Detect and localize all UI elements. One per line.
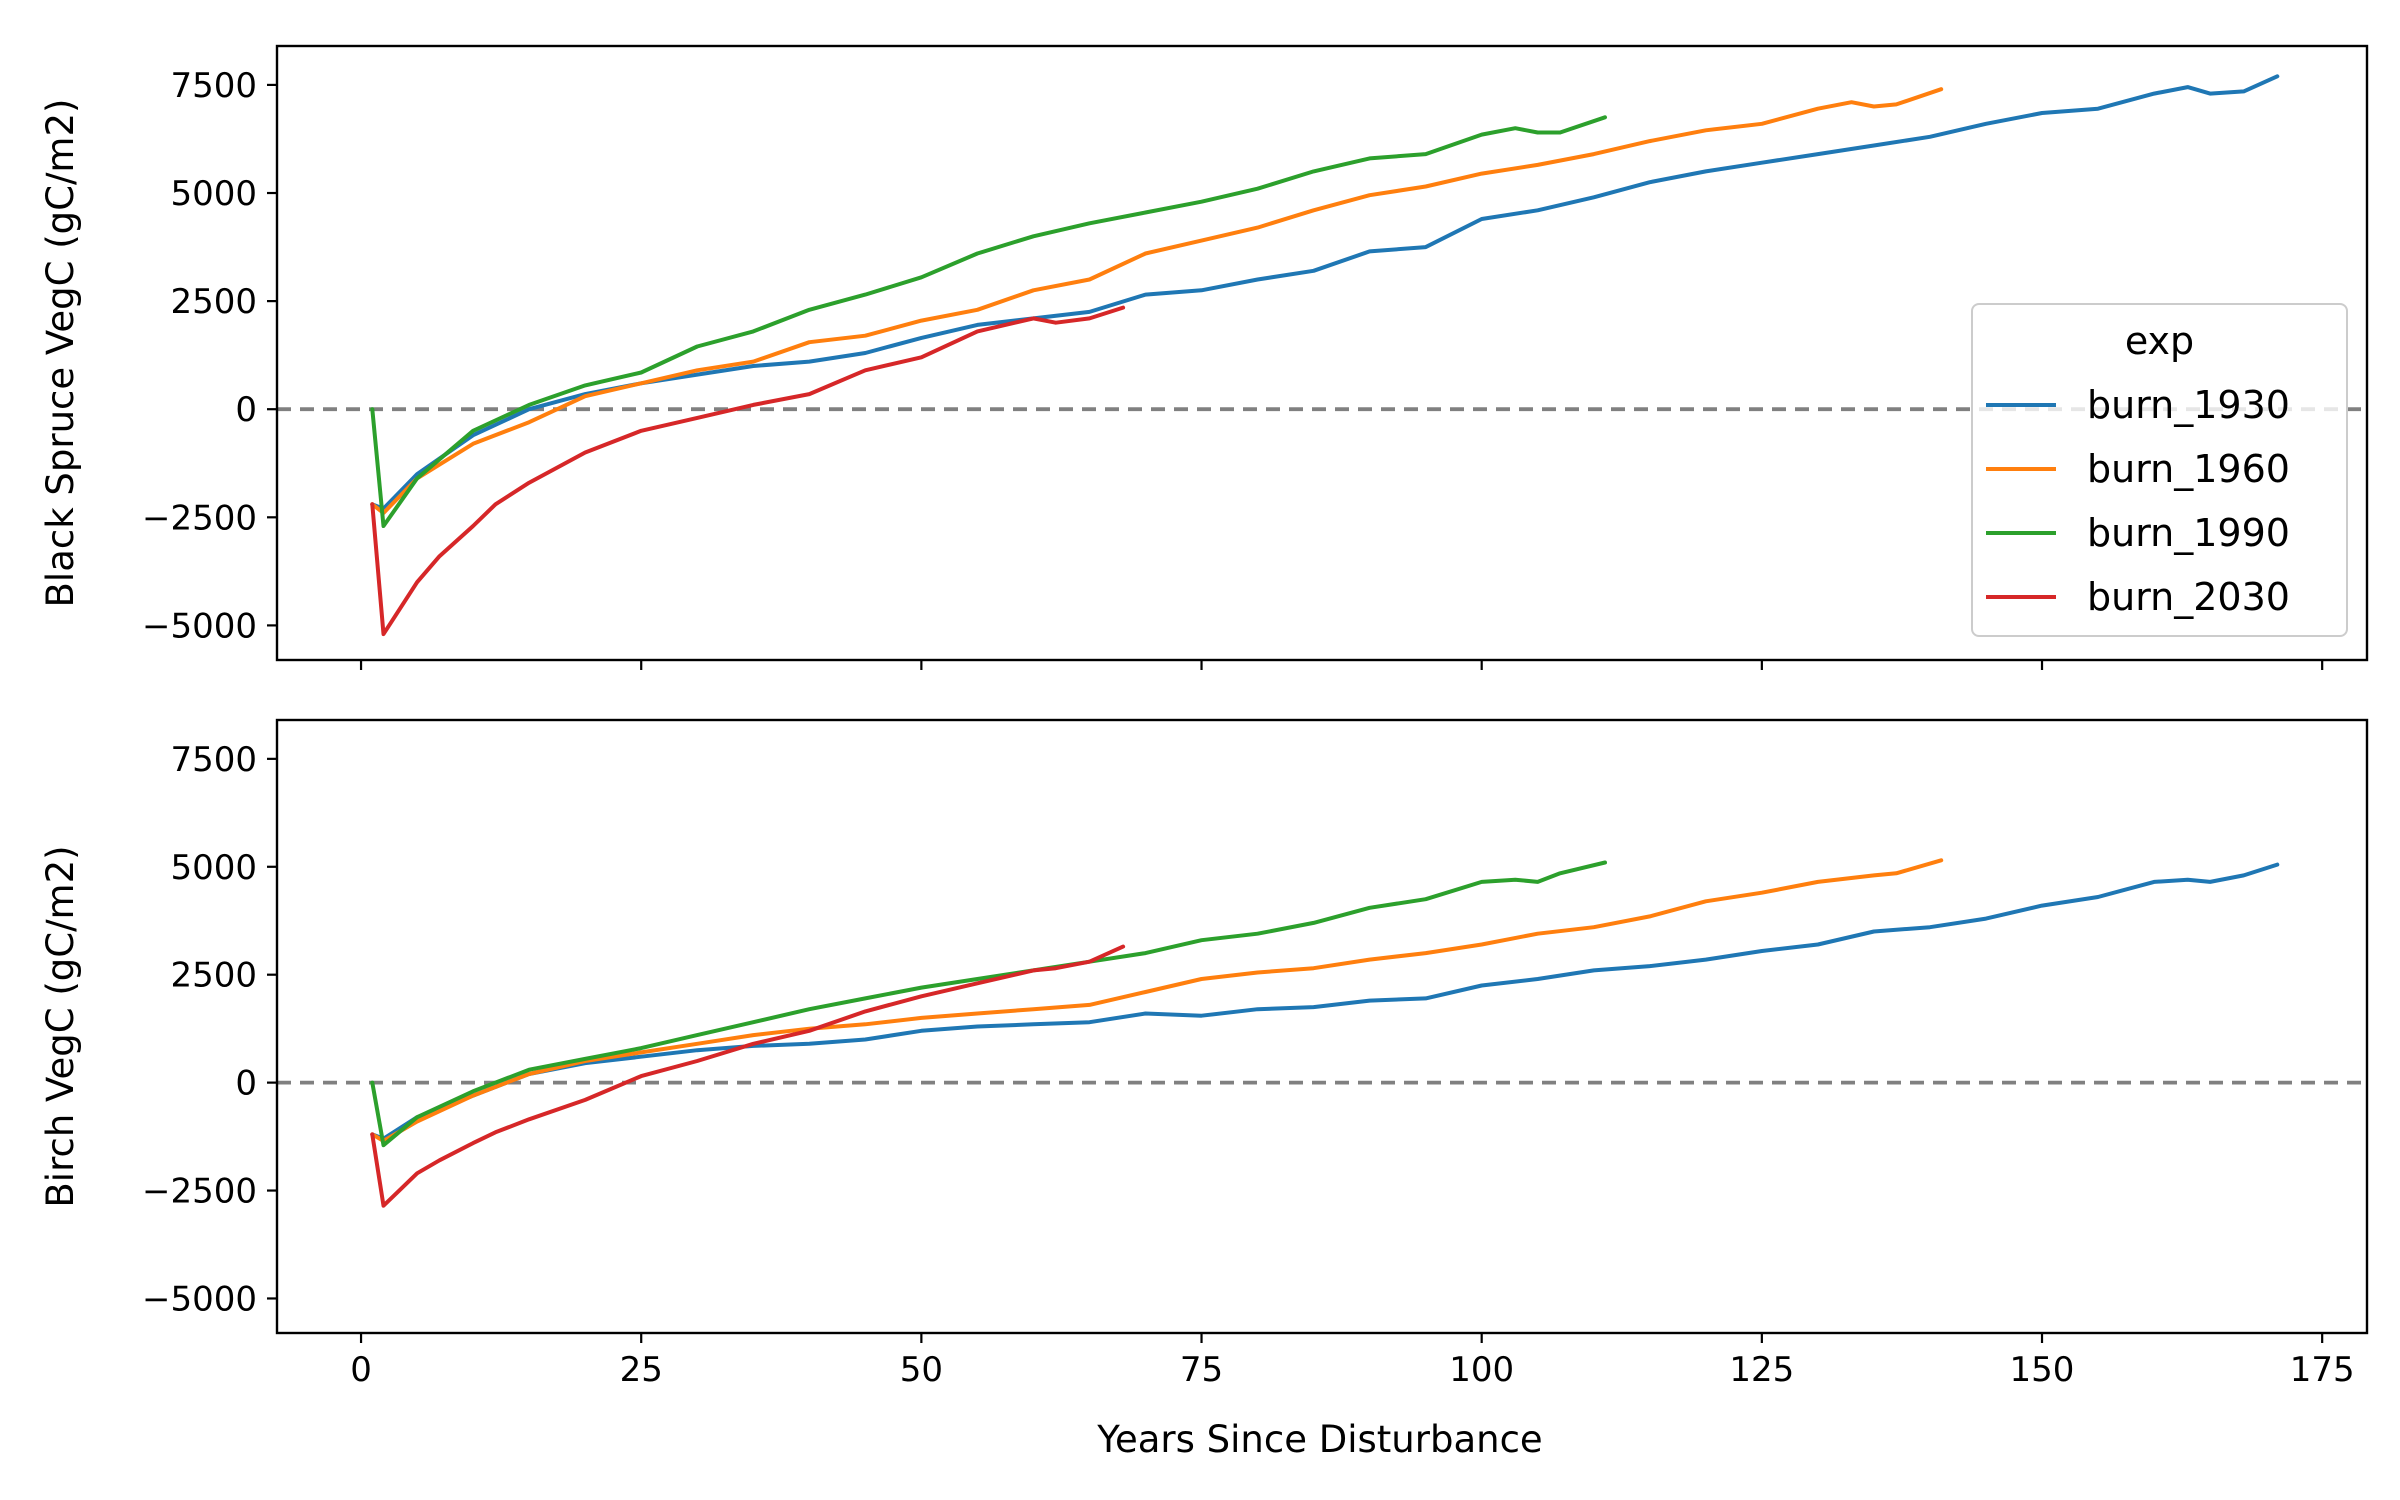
x-tick-label: 0 (350, 1350, 372, 1390)
y-tick-label: 7500 (170, 740, 257, 780)
y-tick-label: −2500 (142, 1172, 257, 1212)
panel-1: −5000 −2500 0 2500 5000 7500 Black Spruce VegC… (39, 44, 2369, 670)
y-axis-label: Birch VegC (gC/m2) (39, 845, 82, 1207)
legend-entry-burn_1990: burn_1990 (2087, 511, 2290, 555)
x-tick-label: 25 (620, 1350, 663, 1390)
y-axis-label: Black Spruce VegC (gC/m2) (39, 99, 82, 608)
x-tick-label: 75 (1180, 1350, 1223, 1390)
y-tick-label: 2500 (170, 956, 257, 996)
y-tick-label: 0 (235, 1064, 257, 1104)
axes-frame (275, 44, 2369, 662)
series-line-burn_1990 (370, 860, 1607, 1148)
series-line-burn_1930 (370, 862, 2280, 1141)
series-line-burn_1960 (370, 87, 1944, 515)
legend-box (1971, 303, 2348, 637)
legend-title: exp (2125, 319, 2194, 363)
x-tick-label: 50 (900, 1350, 943, 1390)
y-tick-label: −5000 (142, 606, 257, 646)
panel-2: −5000 −2500 0 2500 5000 7500 0 25 50 75 100 125 150 1… (39, 718, 2369, 1390)
x-tick-label: 125 (1729, 1350, 1794, 1390)
x-axis-label: Years Since Disturbance (1096, 1418, 1542, 1461)
axes-frame (275, 718, 2369, 1335)
y-tick-label: 2500 (170, 282, 257, 322)
legend-entry-burn_2030: burn_2030 (2087, 575, 2290, 619)
legend: exp burn_1930 burn_1960 burn_1990 burn_2030 (1971, 303, 2348, 637)
series-line-burn_1990 (370, 115, 1607, 528)
x-tick-label: 175 (2290, 1350, 2355, 1390)
x-tick-label: 100 (1449, 1350, 1514, 1390)
y-tick-label: 7500 (170, 66, 257, 106)
series-line-burn_1960 (370, 858, 1944, 1143)
y-tick-label: 5000 (170, 174, 257, 214)
series-line-burn_2030 (370, 305, 1126, 637)
y-tick-label: −5000 (142, 1279, 257, 1319)
y-tick-label: 0 (235, 390, 257, 430)
legend-entry-burn_1930: burn_1930 (2087, 383, 2290, 427)
y-tick-label: −2500 (142, 498, 257, 538)
legend-entry-burn_1960: burn_1960 (2087, 447, 2290, 491)
x-tick-label: 150 (2010, 1350, 2075, 1390)
series-line-burn_2030 (370, 944, 1126, 1208)
y-tick-label: 5000 (170, 848, 257, 888)
